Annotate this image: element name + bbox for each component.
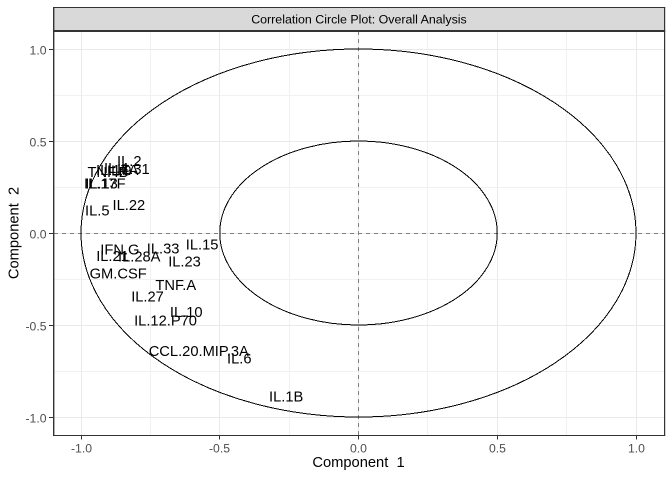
svg-text:IL.22: IL.22 (113, 198, 146, 214)
svg-text:IL.27: IL.27 (131, 290, 164, 306)
svg-text:IL.23: IL.23 (168, 255, 201, 271)
svg-text:IL.33: IL.33 (147, 242, 180, 258)
svg-text:IL.17A: IL.17A (96, 163, 139, 179)
svg-text:IL.4: IL.4 (104, 161, 129, 177)
svg-text:IL.6: IL.6 (227, 352, 252, 368)
svg-text:IFN.G: IFN.G (100, 243, 139, 259)
svg-text:Component 1: Component 1 (312, 455, 404, 471)
svg-text:0.5: 0.5 (30, 136, 47, 150)
svg-text:0.5: 0.5 (489, 442, 506, 456)
svg-text:0.0: 0.0 (350, 442, 367, 456)
svg-text:IL.12.P70: IL.12.P70 (134, 314, 197, 330)
svg-text:IL.10: IL.10 (170, 305, 203, 321)
svg-text:-1.0: -1.0 (25, 412, 46, 426)
svg-text:IL.17F: IL.17F (84, 176, 126, 192)
svg-text:IL.5: IL.5 (85, 204, 110, 220)
svg-text:-1.0: -1.0 (71, 442, 92, 456)
svg-text:IL.28A: IL.28A (118, 249, 161, 265)
svg-text:IL.21: IL.21 (96, 249, 129, 265)
svg-text:IL.1B: IL.1B (269, 390, 303, 406)
svg-text:IL.15: IL.15 (186, 238, 219, 254)
svg-text:IL.31: IL.31 (117, 162, 150, 178)
svg-text:TNF.A: TNF.A (155, 278, 196, 294)
svg-text:TNF.B: TNF.B (88, 165, 129, 181)
svg-text:-0.5: -0.5 (209, 442, 230, 456)
svg-text:Component 2: Component 2 (6, 187, 22, 279)
svg-text:1.0: 1.0 (628, 442, 645, 456)
svg-text:0.0: 0.0 (30, 228, 47, 242)
svg-text:GM.CSF: GM.CSF (90, 267, 147, 283)
svg-text:CCL.20.MIP.3A: CCL.20.MIP.3A (149, 344, 249, 360)
svg-text:IL.9: IL.9 (107, 164, 132, 180)
svg-text:Correlation Circle Plot: Overa: Correlation Circle Plot: Overall Analysi… (251, 13, 467, 27)
svg-text:IL.13: IL.13 (85, 176, 118, 192)
svg-text:-0.5: -0.5 (25, 320, 46, 334)
svg-text:1.0: 1.0 (30, 44, 47, 58)
svg-text:IL.2: IL.2 (117, 154, 142, 170)
